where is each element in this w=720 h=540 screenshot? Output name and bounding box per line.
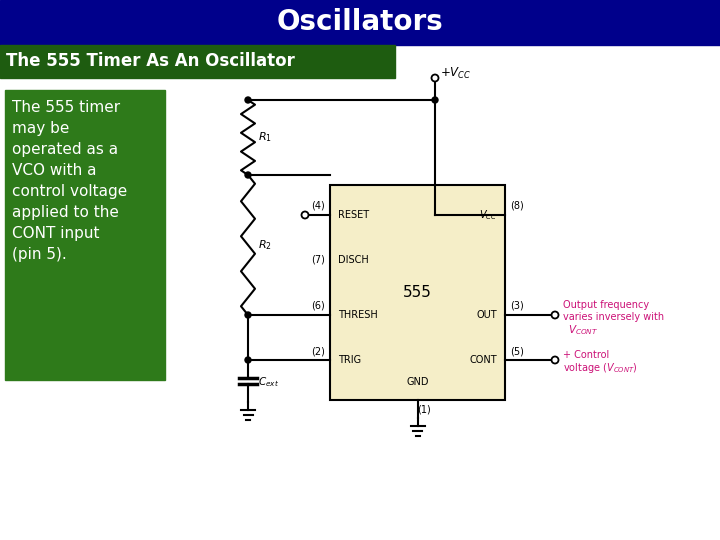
Text: (6): (6) — [311, 301, 325, 311]
Circle shape — [431, 75, 438, 82]
Text: $V_{CONT}$: $V_{CONT}$ — [568, 323, 598, 337]
Text: RESET: RESET — [338, 210, 369, 220]
Bar — [5, 90, 165, 380]
Circle shape — [245, 357, 251, 363]
Circle shape — [245, 172, 251, 178]
Circle shape — [552, 356, 559, 363]
Circle shape — [245, 312, 251, 318]
Text: $V_{CC}$: $V_{CC}$ — [479, 208, 497, 222]
Text: voltage ($V_{CONT}$): voltage ($V_{CONT}$) — [563, 361, 638, 375]
Text: The 555 Timer As An Oscillator: The 555 Timer As An Oscillator — [6, 52, 295, 70]
Text: GND: GND — [406, 377, 428, 387]
Bar — [0, 0, 720, 45]
Text: (1): (1) — [418, 405, 431, 415]
Circle shape — [302, 212, 308, 219]
Text: $R_2$: $R_2$ — [258, 238, 272, 252]
Text: (4): (4) — [311, 201, 325, 211]
Bar — [0, 45, 395, 78]
Text: TRIG: TRIG — [338, 355, 361, 365]
Text: (3): (3) — [510, 301, 523, 311]
Text: $C_{ext}$: $C_{ext}$ — [258, 375, 279, 389]
Text: $R_1$: $R_1$ — [258, 131, 272, 144]
Circle shape — [245, 97, 251, 103]
Text: The 555 timer
may be
operated as a
VCO with a
control voltage
applied to the
CON: The 555 timer may be operated as a VCO w… — [12, 100, 127, 262]
Text: (7): (7) — [311, 255, 325, 265]
Text: 555: 555 — [403, 285, 432, 300]
Text: + Control: + Control — [563, 350, 609, 360]
Circle shape — [552, 312, 559, 319]
Text: (8): (8) — [510, 201, 523, 211]
Text: OUT: OUT — [477, 310, 497, 320]
Circle shape — [432, 97, 438, 103]
Text: (5): (5) — [510, 346, 524, 356]
Text: $+V_{CC}$: $+V_{CC}$ — [440, 65, 472, 80]
Text: CONT: CONT — [469, 355, 497, 365]
Text: DISCH: DISCH — [338, 255, 369, 265]
Text: Output frequency: Output frequency — [563, 300, 649, 310]
Text: (2): (2) — [311, 346, 325, 356]
Text: Oscillators: Oscillators — [276, 8, 444, 36]
Bar — [330, 185, 505, 400]
Text: varies inversely with: varies inversely with — [563, 312, 664, 322]
Text: THRESH: THRESH — [338, 310, 378, 320]
